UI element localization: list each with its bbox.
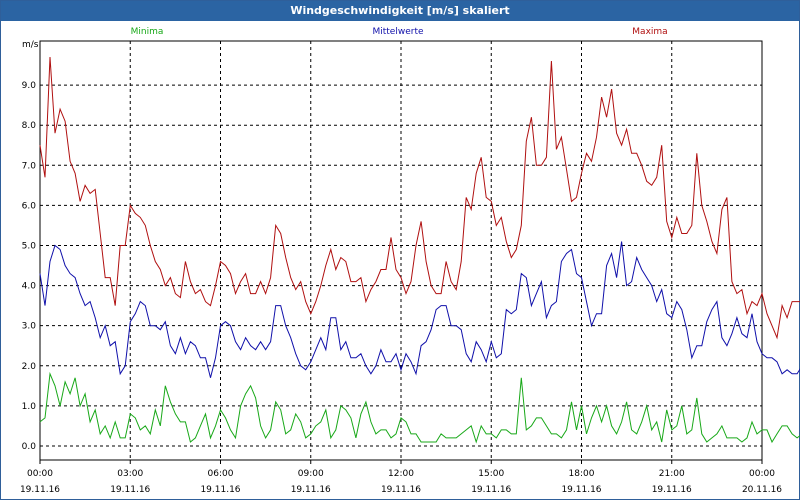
legend: Minima Mittelwerte Maxima	[131, 27, 668, 37]
x-axis-ticks: 00:00 19.11.16 03:00 19.11.16 06:00 19.11.16 0…	[20, 460, 782, 495]
x-tick-time: 12:00	[388, 469, 414, 479]
legend-mittelwerte: Mittelwerte	[372, 27, 423, 37]
x-tick-date: 19.11.16	[291, 485, 331, 495]
y-tick-label: 2.0	[22, 362, 37, 372]
series-lines	[39, 56, 800, 444]
x-tick-time: 00:00	[27, 469, 53, 479]
x-tick-time: 21:00	[659, 469, 685, 479]
y-tick-label: 8.0	[22, 121, 37, 131]
y-axis-ticks: 0.0 1.0 2.0 3.0 4.0 5.0 6.0 7.0 8.0 9.0	[22, 81, 37, 452]
x-tick-time: 03:00	[117, 469, 143, 479]
x-tick-date: 20.11.16	[742, 485, 782, 495]
x-tick-date: 19.11.16	[381, 485, 421, 495]
x-tick-date: 19.11.16	[110, 485, 150, 495]
window-title: Windgeschwindigkeit [m/s] skaliert	[1, 1, 799, 21]
y-tick-label: 5.0	[22, 241, 37, 251]
x-tick-date: 19.11.16	[200, 485, 240, 495]
x-tick-date: 19.11.16	[20, 485, 60, 495]
x-tick-date: 19.11.16	[561, 485, 601, 495]
x-tick-time: 06:00	[208, 469, 234, 479]
y-tick-label: 4.0	[22, 282, 37, 292]
x-tick-time: 18:00	[569, 469, 595, 479]
series-line-minima	[39, 371, 800, 444]
x-tick-time: 00:00	[749, 469, 775, 479]
y-tick-label: 3.0	[22, 322, 37, 332]
y-tick-label: 9.0	[22, 81, 37, 91]
x-tick-date: 19.11.16	[471, 485, 511, 495]
series-line-mittelwerte	[39, 241, 800, 378]
y-tick-label: 0.0	[22, 442, 37, 452]
series-line-maxima	[39, 56, 800, 340]
y-axis-label: m/s	[22, 40, 39, 50]
x-tick-date: 19.11.16	[652, 485, 692, 495]
legend-minima: Minima	[131, 27, 164, 37]
grid-lines	[40, 41, 762, 460]
y-tick-label: 1.0	[22, 402, 37, 412]
x-tick-time: 09:00	[298, 469, 324, 479]
legend-maxima: Maxima	[632, 27, 667, 37]
y-tick-label: 7.0	[22, 161, 37, 171]
x-tick-time: 15:00	[478, 469, 504, 479]
y-tick-label: 6.0	[22, 201, 37, 211]
